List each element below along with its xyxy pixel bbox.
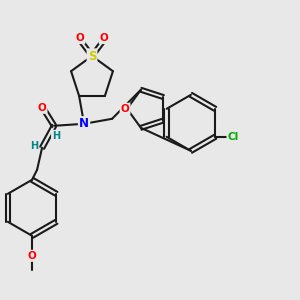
Text: O: O — [38, 103, 46, 113]
Text: O: O — [121, 104, 129, 114]
Text: Cl: Cl — [227, 132, 239, 142]
Text: H: H — [30, 141, 38, 151]
Text: O: O — [76, 33, 84, 43]
Text: S: S — [88, 50, 96, 62]
Text: O: O — [100, 33, 108, 43]
Text: O: O — [28, 251, 36, 261]
Text: H: H — [52, 131, 60, 141]
Text: N: N — [79, 117, 89, 130]
